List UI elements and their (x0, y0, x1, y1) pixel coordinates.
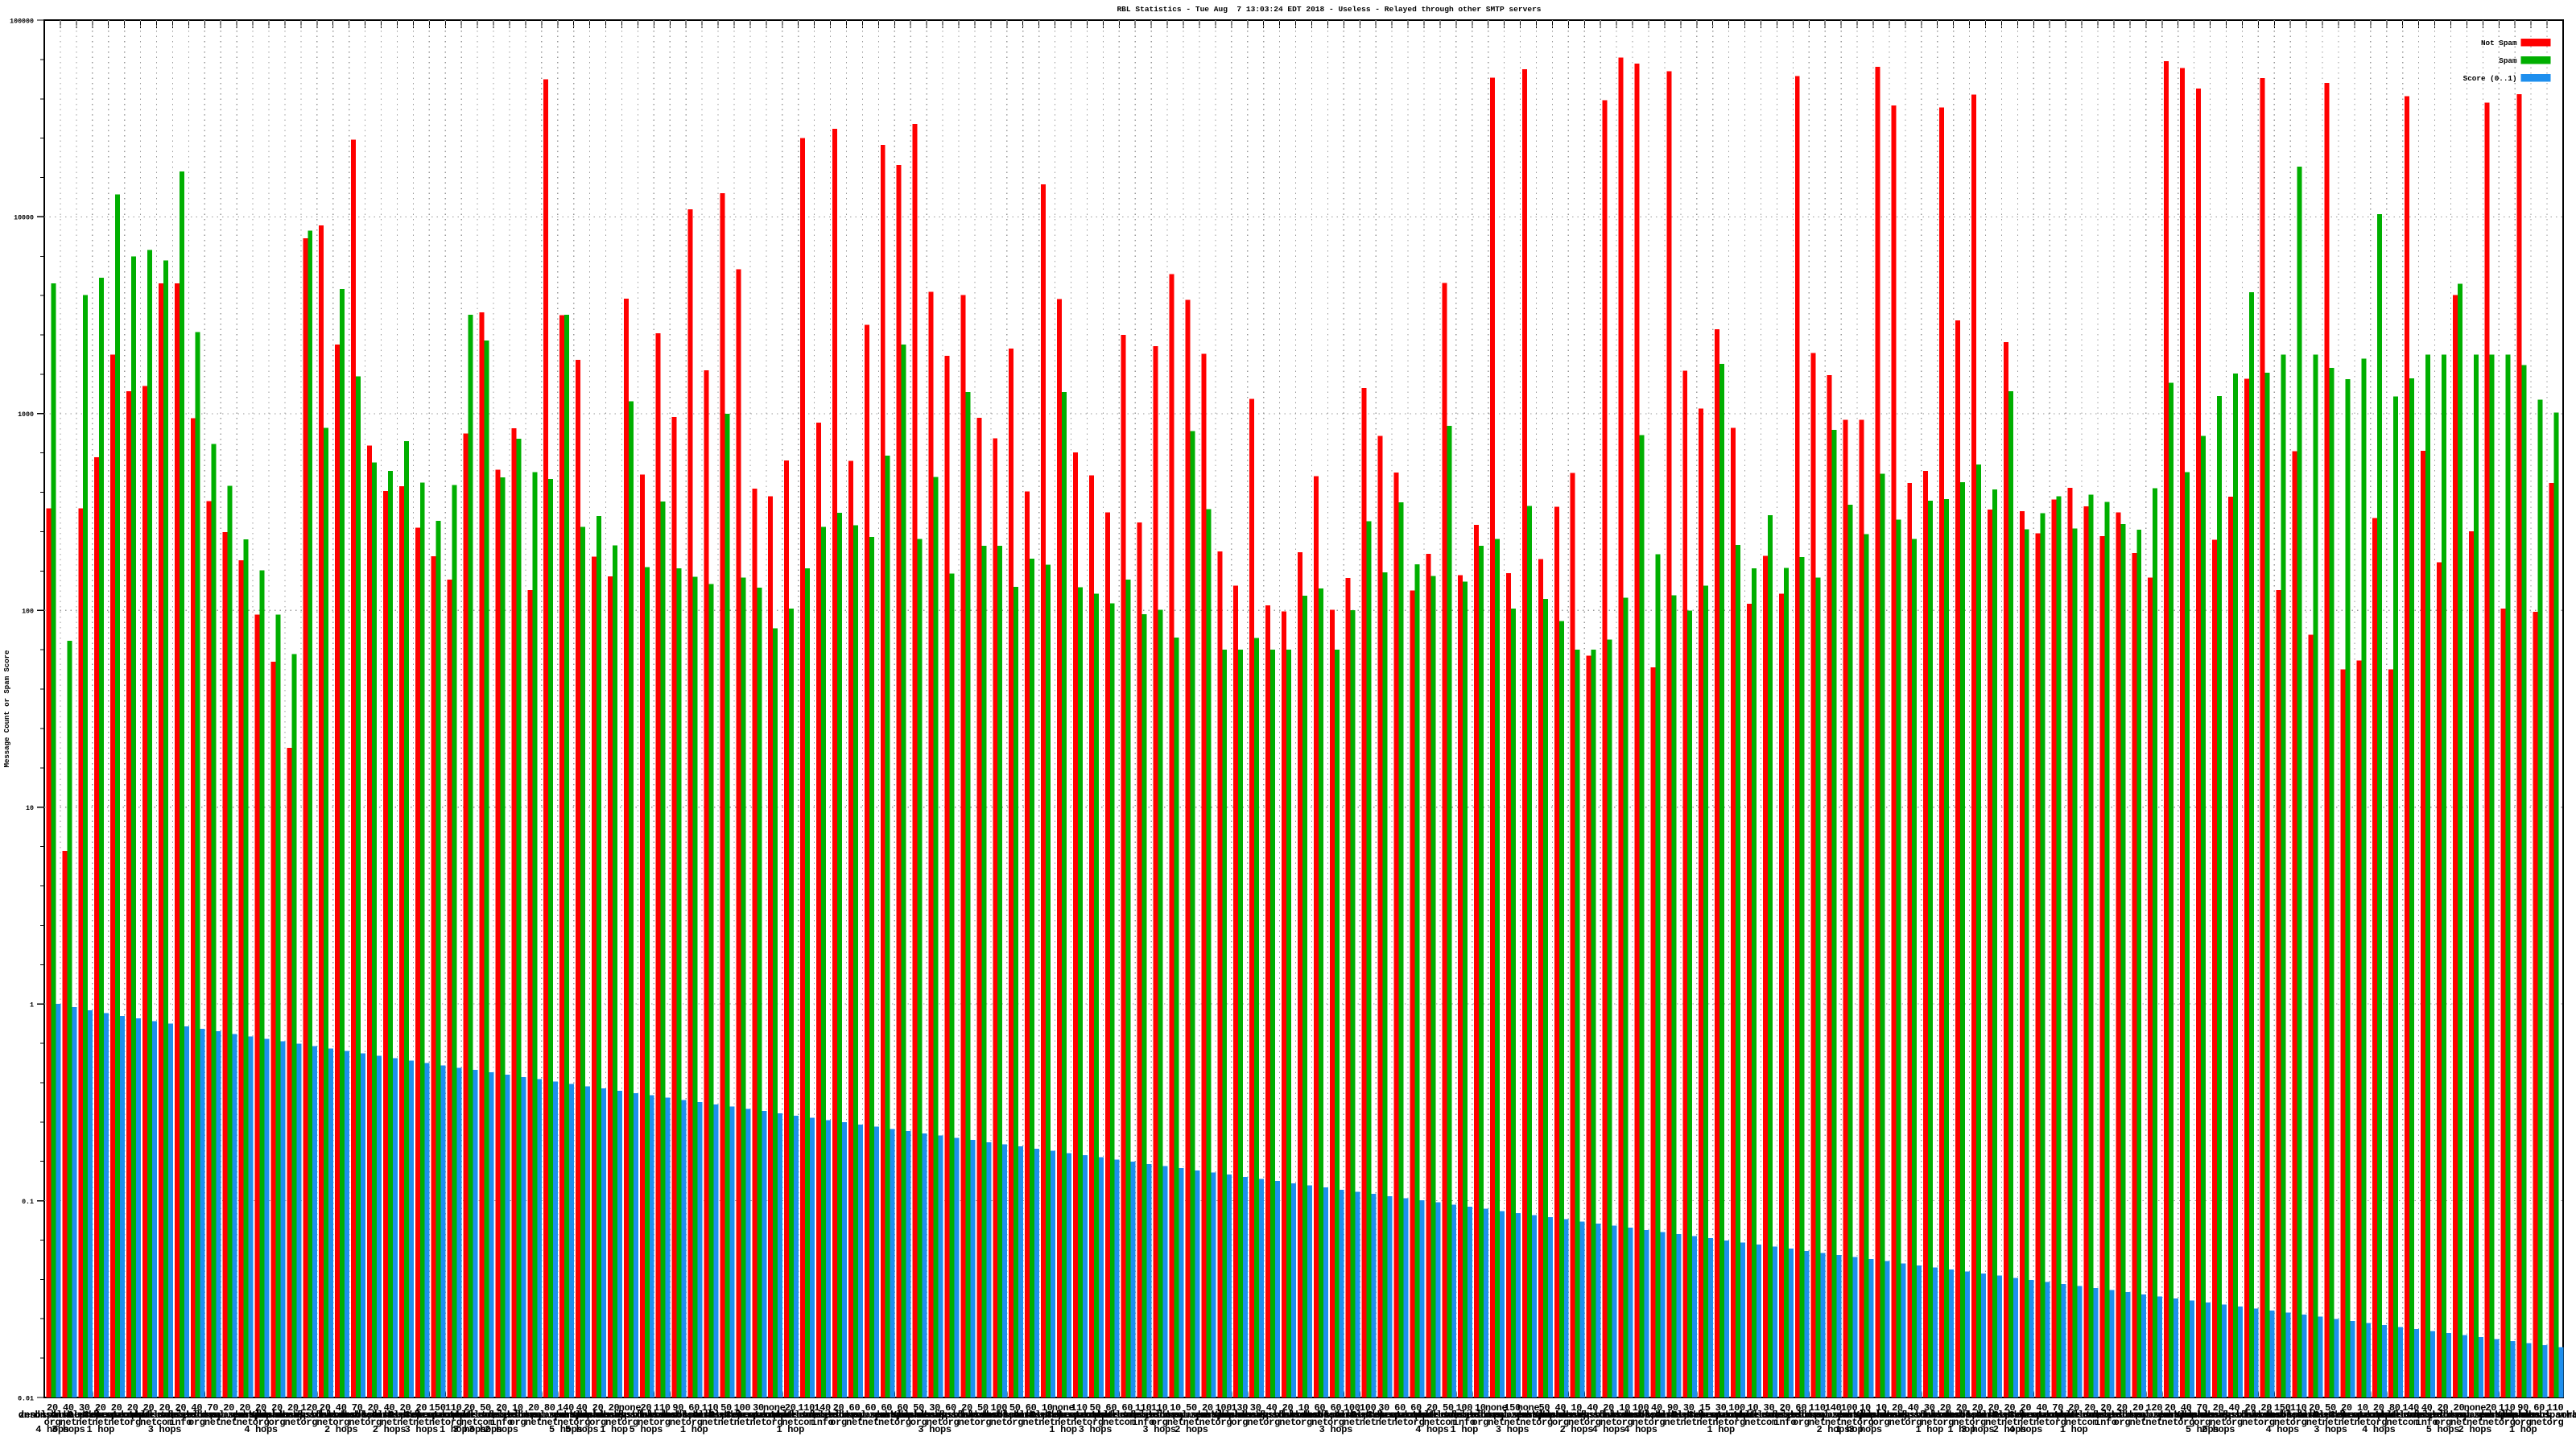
svg-text:1000: 1000 (18, 411, 34, 419)
svg-text:Message Count or Spam Score: Message Count or Spam Score (3, 650, 11, 768)
svg-text:10: 10 (26, 805, 34, 812)
svg-text:Score (0..1): Score (0..1) (2463, 74, 2517, 83)
svg-text:Spam: Spam (2499, 56, 2517, 65)
svg-text:100: 100 (22, 609, 34, 616)
svg-text:10000: 10000 (14, 215, 34, 222)
svg-text:RBL Statistics - Tue Aug 7 13: RBL Statistics - Tue Aug 7 13:03:24 EDT … (1117, 5, 1541, 14)
svg-text:1: 1 (30, 1001, 34, 1009)
svg-text:100000: 100000 (10, 18, 34, 25)
svg-text:Not Spam: Not Spam (2481, 39, 2517, 47)
svg-text:0.1: 0.1 (22, 1199, 34, 1206)
